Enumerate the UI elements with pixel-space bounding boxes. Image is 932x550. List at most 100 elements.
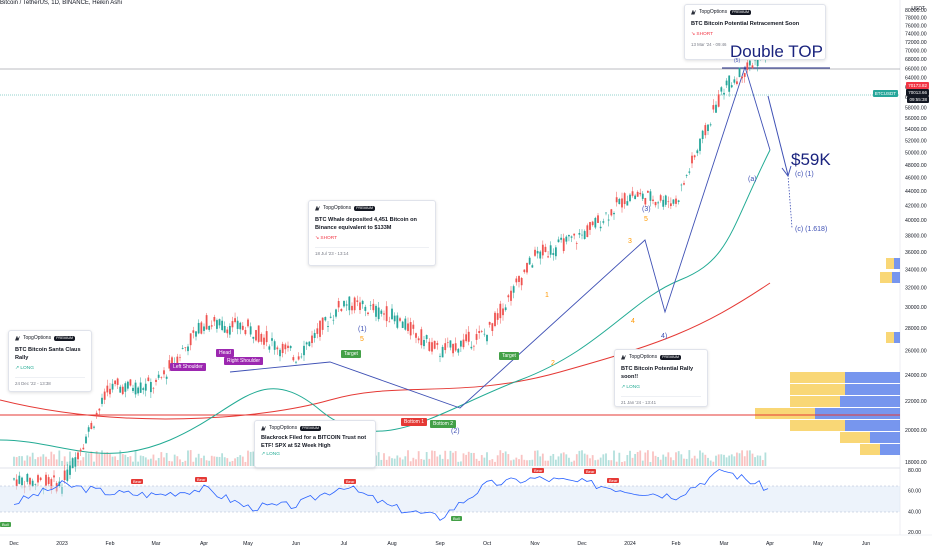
volume-bar (704, 454, 707, 466)
candle-body (383, 313, 385, 315)
candle-body (730, 85, 733, 88)
volume-bar (570, 461, 573, 466)
candle-body (725, 80, 728, 86)
volume-bar (483, 457, 486, 466)
candle-body (662, 199, 665, 207)
candle-body (446, 342, 449, 344)
volume-bar (124, 454, 127, 466)
volume-bar (515, 457, 518, 466)
idea-card-whale[interactable]: TopgOptions PREMIUM BTC Whale deposited 4… (308, 200, 436, 266)
candle-body (439, 355, 441, 357)
candle-body (688, 171, 691, 173)
volume-bar (701, 452, 704, 466)
candle-body (124, 383, 127, 392)
candle-body (15, 479, 18, 487)
candle-body (531, 265, 534, 268)
candle-body (311, 335, 313, 344)
candle-body (444, 343, 447, 351)
idea-card-santa[interactable]: TopgOptions PREMIUM BTC Bitcoin Santa Cla… (8, 330, 92, 392)
candle-body (321, 317, 324, 330)
volume-bar (152, 454, 155, 466)
card-time: 24 Dec '22 - 13:38 (15, 377, 85, 386)
candle-body (343, 300, 345, 307)
volume-bar (465, 454, 468, 466)
candle-body (618, 198, 621, 205)
volume-bar (654, 455, 657, 466)
candle-body (297, 356, 300, 360)
volume-bar (149, 458, 152, 466)
candle-body (467, 331, 470, 342)
volume-profile-bar (894, 258, 900, 269)
volume-bar (720, 454, 723, 466)
rsi-tick-label: 40.00 (908, 509, 921, 515)
volume-bar (688, 450, 691, 466)
candle-body (425, 335, 428, 340)
volume-bar (203, 455, 205, 466)
candle-body (554, 247, 557, 257)
candle-body (659, 195, 662, 201)
volume-bar (560, 453, 563, 466)
candle-body (528, 257, 531, 265)
idea-card-rally[interactable]: TopgOptions PREMIUM BTC Bitcoin Potential… (614, 349, 708, 407)
price-tick-label: 68000.00 (905, 57, 927, 63)
volume-bar (699, 450, 701, 466)
candle-body (165, 376, 168, 379)
candle-body (372, 303, 375, 311)
volume-bar (634, 453, 637, 466)
volume-bar (717, 454, 720, 466)
candle-body (436, 343, 439, 345)
currency-label: USDT (911, 6, 925, 12)
volume-bar (21, 456, 23, 466)
volume-bar (184, 460, 187, 466)
volume-bar (111, 456, 114, 466)
candle-body (431, 342, 433, 352)
candle-body (176, 356, 179, 365)
volume-bar (591, 455, 594, 466)
candle-body (126, 381, 129, 389)
candle-body (478, 331, 481, 333)
volume-bar (507, 454, 510, 466)
candle-body (375, 305, 377, 317)
price-tick-label: 58000.00 (905, 105, 927, 111)
candle-body (34, 483, 37, 485)
volume-bar (407, 450, 409, 466)
candle-body (241, 325, 244, 330)
candle-body (644, 198, 647, 205)
candle-body (335, 309, 337, 317)
volume-bar (228, 461, 231, 466)
volume-bar (741, 450, 744, 466)
candle-body (45, 474, 47, 486)
price-tick-label: 42000.00 (905, 203, 927, 209)
volume-bar (449, 450, 452, 466)
volume-bar (377, 452, 380, 466)
volume-bar (444, 450, 447, 466)
candle-body (605, 212, 607, 214)
price-tick-label: 36000.00 (905, 250, 927, 256)
card-brand: TopgOptions (269, 425, 298, 431)
volume-bar (499, 450, 502, 466)
candle-body (391, 308, 393, 320)
volume-bar (631, 457, 634, 466)
candle-body (244, 329, 247, 335)
candle-body (313, 332, 316, 339)
candle-body (265, 331, 268, 343)
time-tick-label: May (243, 541, 253, 547)
candle-body (316, 328, 319, 334)
candle-body (109, 388, 111, 395)
volume-bar (87, 453, 90, 466)
candle-body (589, 222, 591, 230)
volume-bar (626, 455, 629, 466)
candle-body (510, 290, 512, 301)
candle-body (31, 480, 34, 487)
volume-bar (98, 454, 101, 466)
volume-bar (47, 459, 50, 466)
volume-bar (691, 458, 693, 466)
candle-body (597, 215, 599, 223)
volume-profile-bar (886, 332, 894, 343)
idea-card-retracement[interactable]: TopgOptions PREMIUM BTC Bitcoin Potential… (684, 4, 826, 60)
candle-body (255, 330, 257, 341)
candle-body (573, 233, 576, 236)
candle-body (523, 269, 526, 273)
idea-card-blackrock[interactable]: TopgOptions PREMIUM Blackrock Filed for a… (254, 420, 376, 468)
